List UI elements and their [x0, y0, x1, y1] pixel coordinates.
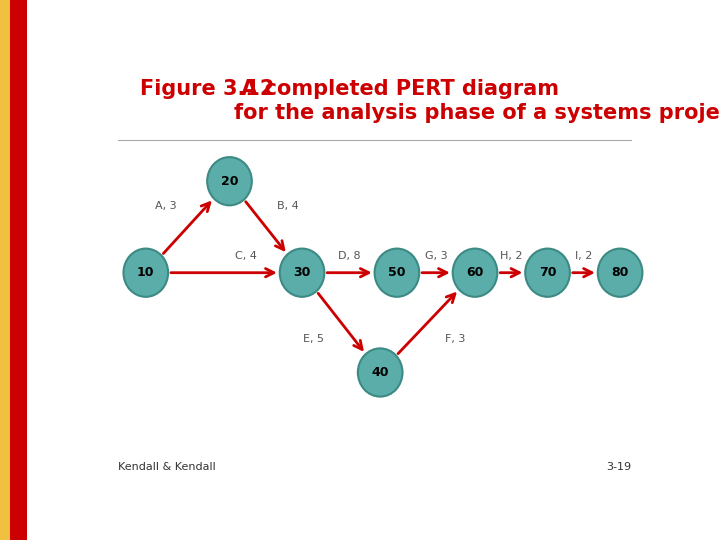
- Text: C, 4: C, 4: [235, 251, 257, 261]
- Text: 60: 60: [467, 266, 484, 279]
- Text: A, 3: A, 3: [155, 201, 176, 211]
- Text: 80: 80: [611, 266, 629, 279]
- Bar: [9, 0, 27, 540]
- Text: Figure 3.12: Figure 3.12: [140, 79, 274, 99]
- Ellipse shape: [279, 248, 324, 297]
- Text: B, 4: B, 4: [277, 201, 299, 211]
- Text: G, 3: G, 3: [425, 251, 447, 261]
- Ellipse shape: [374, 248, 419, 297]
- Text: Kendall & Kendall: Kendall & Kendall: [118, 462, 216, 472]
- Ellipse shape: [598, 248, 642, 297]
- Text: 10: 10: [137, 266, 155, 279]
- Bar: [0, 0, 9, 540]
- Ellipse shape: [124, 248, 168, 297]
- Text: 70: 70: [539, 266, 557, 279]
- Text: D, 8: D, 8: [338, 251, 361, 261]
- Text: F, 3: F, 3: [445, 334, 466, 344]
- Text: 3-19: 3-19: [606, 462, 631, 472]
- Text: 50: 50: [388, 266, 405, 279]
- Text: A completed PERT diagram
for the analysis phase of a systems project: A completed PERT diagram for the analysi…: [234, 79, 720, 123]
- Ellipse shape: [453, 248, 498, 297]
- Text: 40: 40: [372, 366, 389, 379]
- Ellipse shape: [358, 348, 402, 396]
- Text: I, 2: I, 2: [575, 251, 593, 261]
- Ellipse shape: [525, 248, 570, 297]
- Text: E, 5: E, 5: [302, 334, 324, 344]
- Text: 20: 20: [221, 175, 238, 188]
- Text: H, 2: H, 2: [500, 251, 523, 261]
- Ellipse shape: [207, 157, 252, 205]
- Text: 30: 30: [293, 266, 311, 279]
